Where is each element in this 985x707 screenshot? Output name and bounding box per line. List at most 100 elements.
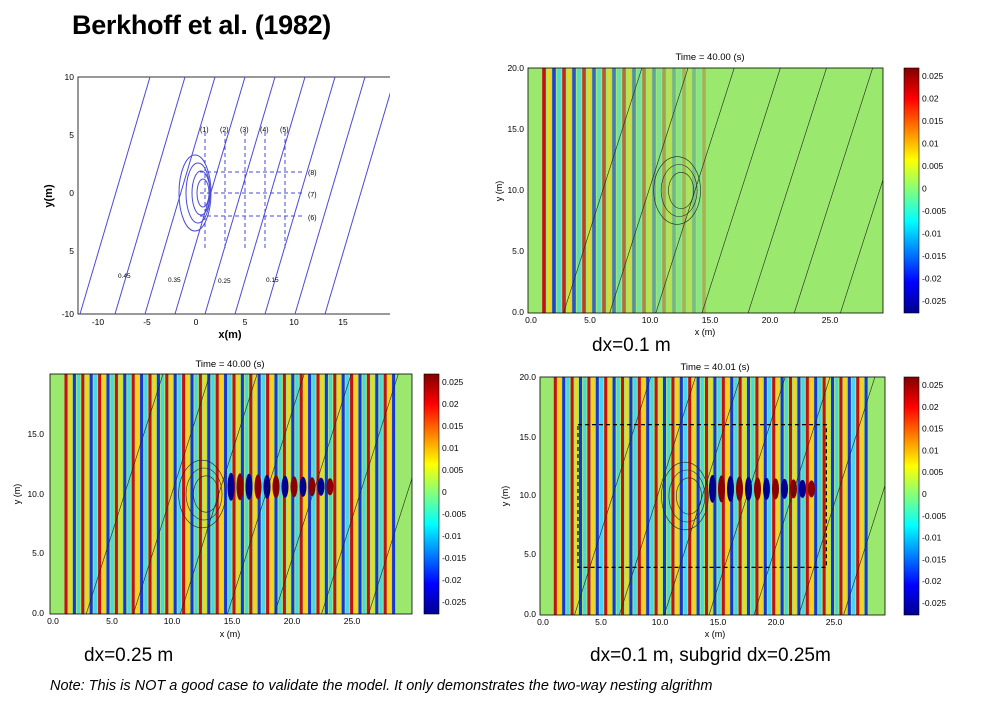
wave-band [182,374,186,614]
wave-band [622,68,626,313]
wave-band [608,377,612,615]
colorbar-tick-label: 0.015 [922,116,944,126]
wave-band [308,374,312,614]
x-tick-label: 10.0 [164,616,181,626]
colorbar-tick-label: 0.01 [922,139,939,149]
wave-band [186,374,190,614]
wave-band [702,68,706,313]
shoal-contour [668,172,695,210]
y-tick-label: 0.0 [512,307,524,317]
wave-band [637,377,641,615]
wave-band [705,377,709,615]
wave-band [547,68,551,313]
wave-band [671,377,675,615]
depth-contour [619,377,696,615]
wave-band [371,374,375,614]
focus-blob [799,479,806,498]
colorbar-tick-label: 0.015 [442,421,464,431]
colorbar-tick-label: 0.01 [922,445,939,455]
focus-blob [763,477,770,500]
wave-band [562,68,566,313]
depth-label: 0.45 [118,273,131,280]
x-tick-label: 20.0 [768,617,785,627]
shoal-contour [675,477,702,515]
wave-field [539,376,886,616]
colorbar-tick-label: 0.015 [922,424,944,434]
wave-band [632,68,636,313]
colorbar-tick-label: 0.025 [922,71,944,81]
wave-band [582,68,586,313]
depth-contour [132,374,211,614]
y-tick-label: 10 [65,72,75,82]
wave-band [567,68,571,313]
wave-band [324,374,328,614]
bathymetry-frame [77,76,390,315]
shoal-contour [660,164,698,217]
wave-band [93,374,97,614]
wave-band [144,374,148,614]
wave-band [572,68,576,313]
wave-band [110,374,114,614]
x-tick-label: 15.0 [224,616,241,626]
colorbar-tick-label: -0.005 [922,511,946,521]
depth-contour [368,477,412,614]
y-tick-label: -10 [62,309,75,319]
colorbar: 0.025 0.02 0.015 0.01 0.005 0 -0.005 -0.01 -0.01… [903,67,946,314]
wave-band [627,68,631,313]
colorbar-tick-label: -0.01 [442,531,462,541]
wave-band [852,377,856,615]
wave-band [68,374,72,614]
wave-band [860,377,864,615]
time-label: Time = 40.00 (s) [195,359,264,370]
wave-band [662,68,666,313]
subgrid-boundary [577,423,827,569]
wave-band [190,374,194,614]
wave-band [642,377,646,615]
wave-band [102,374,106,614]
wave-band [696,377,700,615]
y-ticks: 20.0 15.0 10.0 5.0 0.0 [519,372,536,619]
transect-labels: (1) (2) (3) (4) (5) (6) (7) (8) 0.45 0.3… [118,127,317,285]
wave-band [387,374,391,614]
wave-band [587,377,591,615]
wave-band [375,374,379,614]
depth-contours [79,77,390,314]
depth-contour [793,68,873,313]
colorbar-gradient [903,376,920,616]
y-tick-label: 10.0 [27,489,44,499]
panel-caption-bottom-right: dx=0.1 m, subgrid dx=0.25m [590,645,831,666]
focus-blob [245,473,253,500]
x-ticks: 0.0 5.0 10.0 15.0 20.0 25.0 [525,315,838,325]
depth-label: 0.35 [168,277,181,284]
x-tick-label: 10.0 [652,617,669,627]
wave-band [805,377,809,615]
wave-band [612,377,616,615]
x-tick-label: 5.0 [106,616,118,626]
focus-blob [790,479,797,499]
y-tick-label: 5 [69,246,74,256]
wave-band [337,374,341,614]
wave-band [278,374,282,614]
colorbar-tick-label: 0.01 [442,443,459,453]
focus-blob [290,476,298,498]
y-tick-label: 15.0 [27,429,44,439]
depth-contour [708,377,786,615]
panel-caption-top-right: dx=0.1 m [592,335,671,356]
transect-label: (4) [260,127,269,134]
colorbar-tick-label: -0.025 [922,296,946,306]
wave-band [253,374,257,614]
wave-band [574,377,578,615]
wave-field [49,373,413,615]
shoal-contour [185,467,223,521]
wave-band [684,377,688,615]
focus-blob [227,472,235,501]
wave-band [287,374,291,614]
colorbar-tick-label: 0.005 [922,467,944,477]
focus-blob [709,474,716,503]
transect-label: (3) [240,127,249,134]
shoal-contour [668,469,706,523]
wave-band [726,377,730,615]
wave-band [600,377,604,615]
wave-band [617,68,621,313]
wave-band [621,377,625,615]
